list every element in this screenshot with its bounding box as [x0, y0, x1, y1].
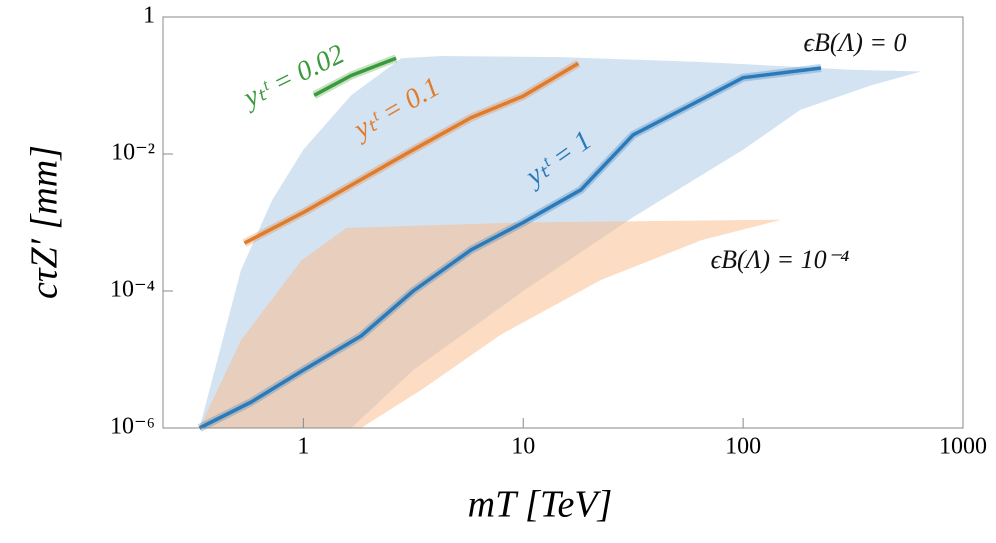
y-tick-label: 1	[143, 3, 155, 29]
x-axis-label: mT [TeV]	[468, 484, 613, 526]
band	[199, 219, 782, 428]
x-tick-label: 1000	[939, 434, 987, 460]
x-tick-label: 100	[725, 434, 761, 460]
y-tick-label: 10⁻²	[111, 140, 155, 166]
line	[243, 61, 580, 245]
y-tick-label: 10⁻⁴	[110, 277, 155, 303]
series-label: yₜᵗ = 0.02	[236, 39, 349, 115]
y-tick-label: 10⁻⁶	[110, 414, 155, 440]
x-tick-label: 10	[511, 434, 535, 460]
band-label: ϵB(Λ) = 10⁻⁴	[711, 245, 850, 274]
band-label: ϵB(Λ) = 0	[804, 28, 907, 57]
y-axis-label: cτZ′ [mm]	[24, 145, 66, 299]
plot-frame	[162, 16, 964, 429]
line	[313, 56, 397, 97]
line	[198, 66, 822, 430]
x-tick-label: 1	[297, 434, 309, 460]
